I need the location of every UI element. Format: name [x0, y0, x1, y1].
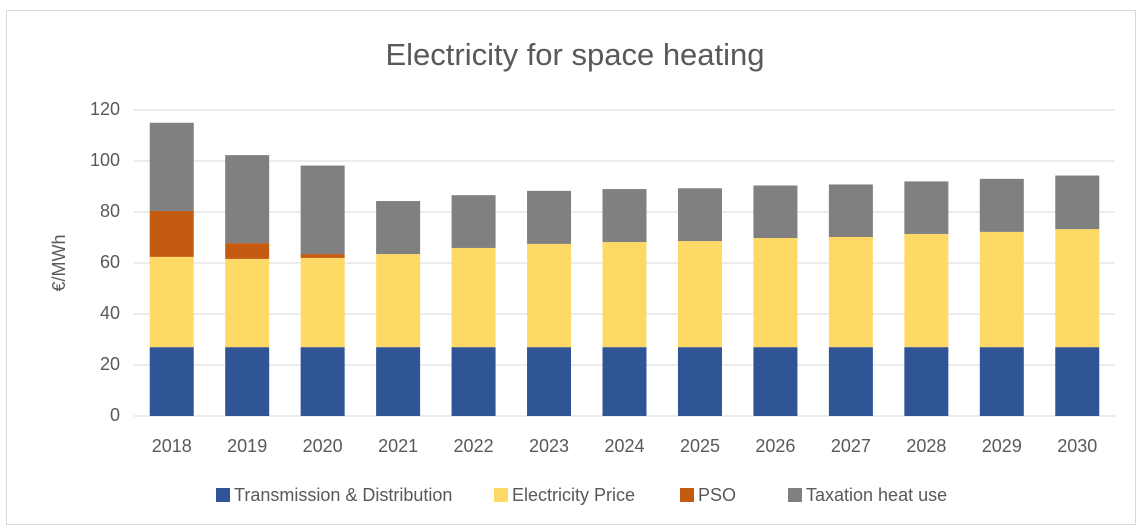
- bar-segment: [1055, 229, 1100, 348]
- bar-segment: [527, 347, 572, 416]
- y-tick-label: 0: [110, 405, 120, 425]
- x-tick-label: 2018: [152, 436, 192, 456]
- bar-segment: [300, 254, 345, 258]
- bar-segment: [677, 347, 722, 416]
- bar-segment: [149, 347, 194, 416]
- bar-segment: [225, 347, 270, 416]
- bar-segment: [904, 233, 949, 348]
- bar-segment: [300, 165, 345, 255]
- bar-segment: [602, 347, 647, 416]
- legend-label: Electricity Price: [512, 485, 635, 505]
- bar-segment: [527, 190, 572, 244]
- x-tick-label: 2021: [378, 436, 418, 456]
- legend-label: PSO: [698, 485, 736, 505]
- y-axis-label: €/MWh: [49, 234, 69, 291]
- bar-segment: [376, 347, 421, 416]
- bar-segment: [451, 347, 496, 416]
- legend-swatch: [494, 488, 508, 502]
- bar-segment: [979, 178, 1024, 232]
- y-tick-label: 20: [100, 354, 120, 374]
- bar-segment: [1055, 175, 1100, 230]
- bar-segment: [753, 347, 798, 416]
- bar-segment: [602, 189, 647, 243]
- x-tick-label: 2019: [227, 436, 267, 456]
- y-tick-label: 100: [90, 150, 120, 170]
- y-tick-label: 60: [100, 252, 120, 272]
- x-tick-label: 2020: [303, 436, 343, 456]
- y-tick-label: 120: [90, 99, 120, 119]
- bar-segment: [225, 243, 270, 259]
- bar-segment: [300, 257, 345, 348]
- legend-label: Transmission & Distribution: [234, 485, 452, 505]
- bar-segment: [225, 258, 270, 348]
- bar-segment: [979, 231, 1024, 348]
- x-tick-label: 2029: [982, 436, 1022, 456]
- bar-segment: [300, 347, 345, 416]
- y-tick-label: 40: [100, 303, 120, 323]
- x-tick-label: 2022: [454, 436, 494, 456]
- bar-segment: [753, 185, 798, 239]
- y-tick-label: 80: [100, 201, 120, 221]
- bar-segment: [527, 243, 572, 348]
- x-tick-label: 2026: [755, 436, 795, 456]
- x-tick-label: 2030: [1057, 436, 1097, 456]
- x-tick-label: 2025: [680, 436, 720, 456]
- bar-segment: [753, 238, 798, 348]
- bar-segment: [904, 347, 949, 416]
- bar-segment: [451, 247, 496, 348]
- legend-label: Taxation heat use: [806, 485, 947, 505]
- chart-title: Electricity for space heating: [385, 37, 764, 72]
- bar-segment: [376, 254, 421, 348]
- bar-segment: [828, 184, 873, 237]
- bar-segment: [828, 236, 873, 348]
- bar-segment: [1055, 347, 1100, 416]
- bar-segment: [677, 241, 722, 348]
- bar-segment: [904, 181, 949, 234]
- bar-segment: [677, 188, 722, 242]
- bar-segment: [149, 122, 194, 211]
- legend-swatch: [788, 488, 802, 502]
- bar-segment: [376, 201, 421, 255]
- x-tick-label: 2024: [604, 436, 644, 456]
- bar-segment: [149, 210, 194, 257]
- bar-segment: [149, 256, 194, 348]
- bar-segment: [225, 155, 270, 244]
- legend-swatch: [216, 488, 230, 502]
- x-tick-label: 2027: [831, 436, 871, 456]
- x-tick-label: 2023: [529, 436, 569, 456]
- bar-segment: [979, 347, 1024, 416]
- legend-swatch: [680, 488, 694, 502]
- x-tick-label: 2028: [906, 436, 946, 456]
- bar-segment: [451, 195, 496, 248]
- bar-segment: [828, 347, 873, 416]
- bar-segment: [602, 242, 647, 348]
